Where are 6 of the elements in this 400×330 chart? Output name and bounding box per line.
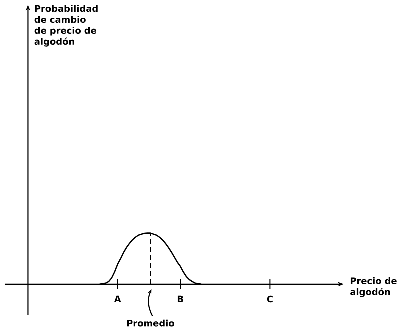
x-axis-title: Precio de algodón — [350, 277, 397, 298]
text: Probabilidad de cambio de precio de algodón — [34, 5, 98, 47]
x-tick-label: A — [114, 296, 122, 302]
x-tick-label: B — [178, 296, 184, 302]
text: Promedio — [127, 320, 174, 327]
x-tick-label: C — [267, 296, 273, 303]
